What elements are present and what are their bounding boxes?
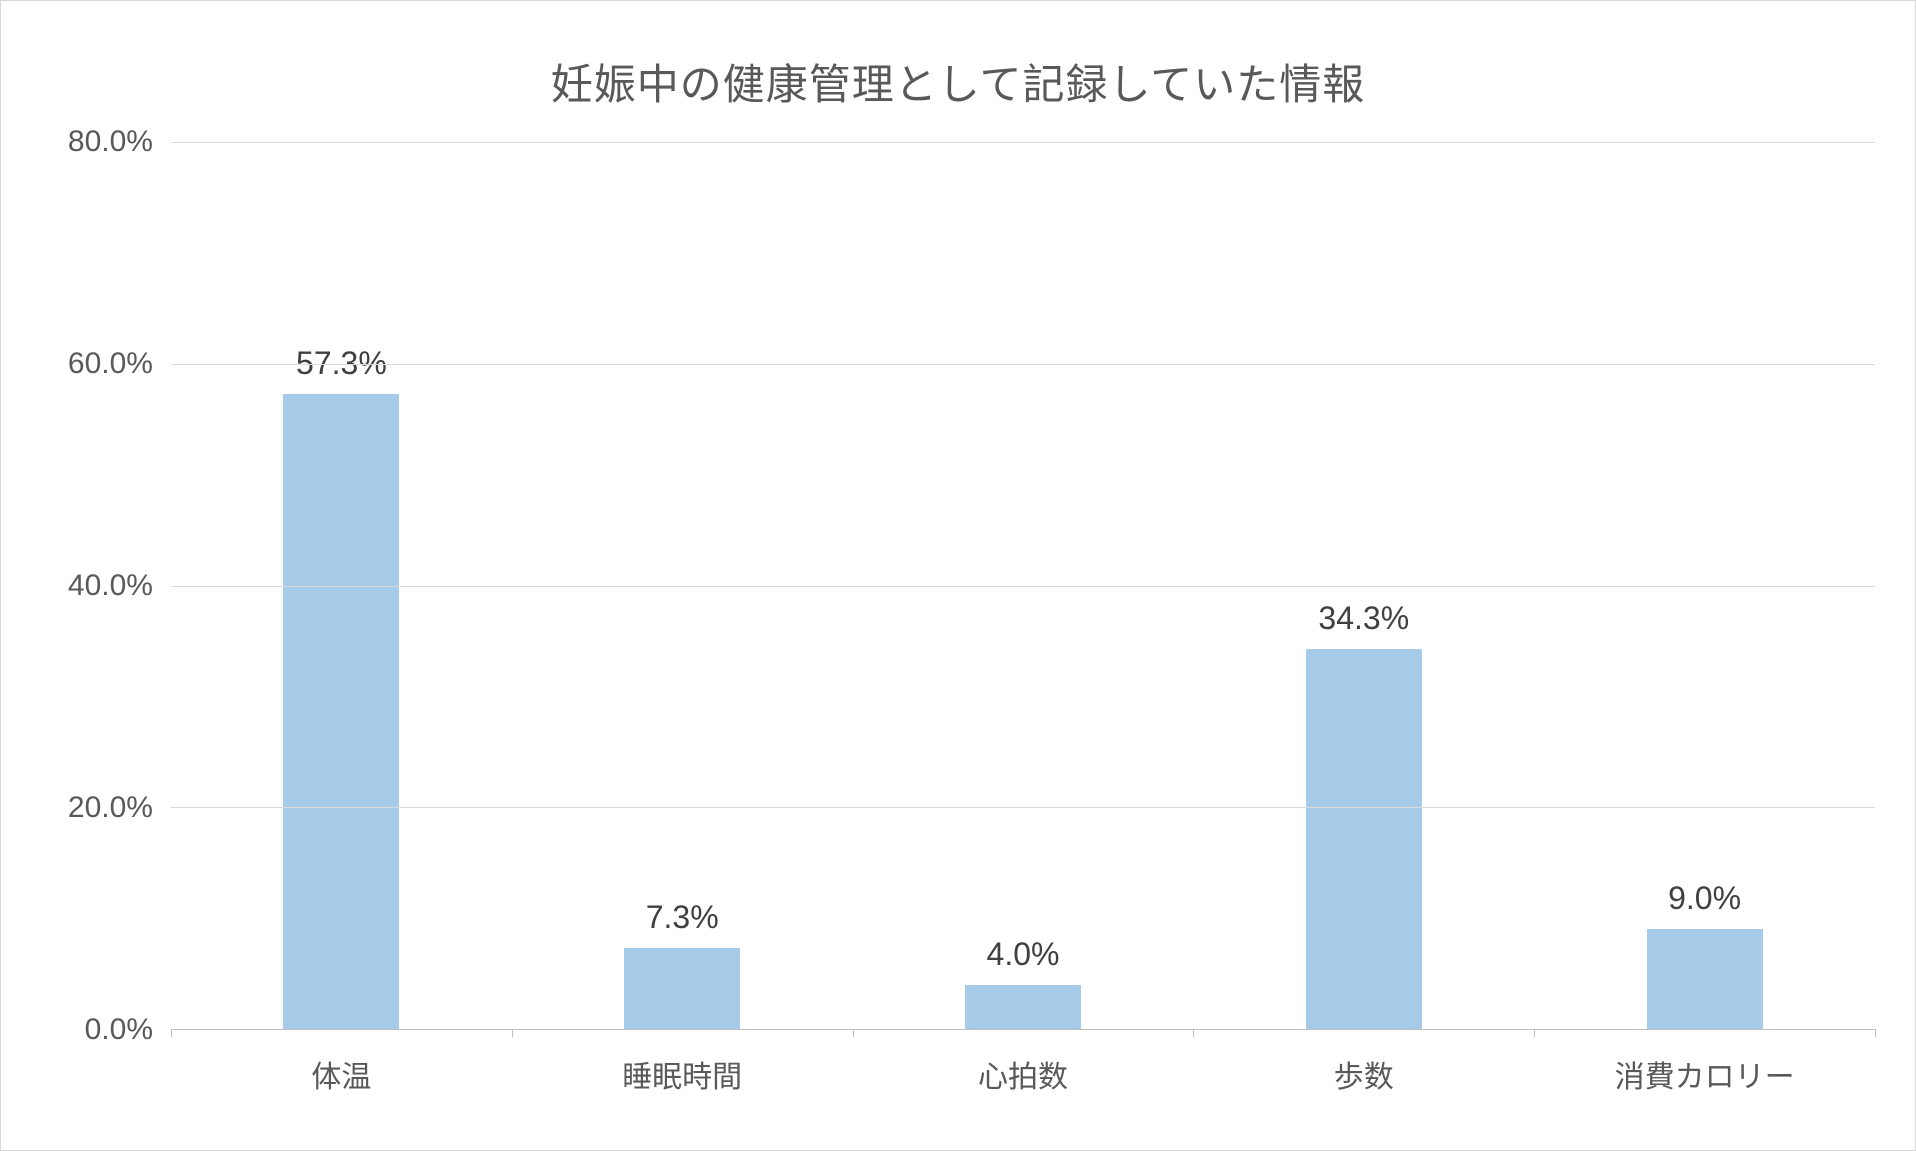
x-tick-mark [512,1029,513,1037]
bar [965,985,1081,1029]
y-tick-label: 80.0% [68,125,153,159]
y-tick-label: 0.0% [85,1013,153,1047]
x-category-label: 睡眠時間 [512,1030,853,1110]
plot-row: 0.0%20.0%40.0%60.0%80.0% 57.3%7.3%4.0%34… [41,142,1875,1030]
bar-value-label: 4.0% [987,936,1060,973]
bar-value-label: 34.3% [1318,600,1409,637]
x-tick-mark [1875,1029,1876,1037]
x-tick-mark [1193,1029,1194,1037]
gridline [171,807,1875,808]
y-axis: 0.0%20.0%40.0%60.0%80.0% [41,142,171,1030]
gridline [171,364,1875,365]
y-tick-label: 60.0% [68,347,153,381]
x-tick-mark [1534,1029,1535,1037]
bar [283,394,399,1029]
bar [1306,649,1422,1029]
x-tick-mark [853,1029,854,1037]
x-category-label: 消費カロリー [1534,1030,1875,1110]
plot-wrapper: 0.0%20.0%40.0%60.0%80.0% 57.3%7.3%4.0%34… [41,142,1875,1110]
x-tick-mark [171,1029,172,1037]
chart-title: 妊娠中の健康管理として記録していた情報 [41,51,1875,112]
bar [1647,929,1763,1029]
y-tick-label: 40.0% [68,569,153,603]
x-category-label: 心拍数 [853,1030,1194,1110]
bar-value-label: 7.3% [646,899,719,936]
x-category-label: 体温 [171,1030,512,1110]
gridline [171,142,1875,143]
x-category-label: 歩数 [1193,1030,1534,1110]
bar-value-label: 9.0% [1668,880,1741,917]
gridline [171,586,1875,587]
chart-container: 妊娠中の健康管理として記録していた情報 0.0% 20.0% 40.0% 60.0% 8… [0,0,1916,1151]
x-labels: 体温睡眠時間心拍数歩数消費カロリー [171,1030,1875,1110]
y-tick-label: 20.0% [68,791,153,825]
bar [624,948,740,1029]
x-axis: 体温睡眠時間心拍数歩数消費カロリー [41,1030,1875,1110]
plot-area: 57.3%7.3%4.0%34.3%9.0% [171,142,1875,1030]
